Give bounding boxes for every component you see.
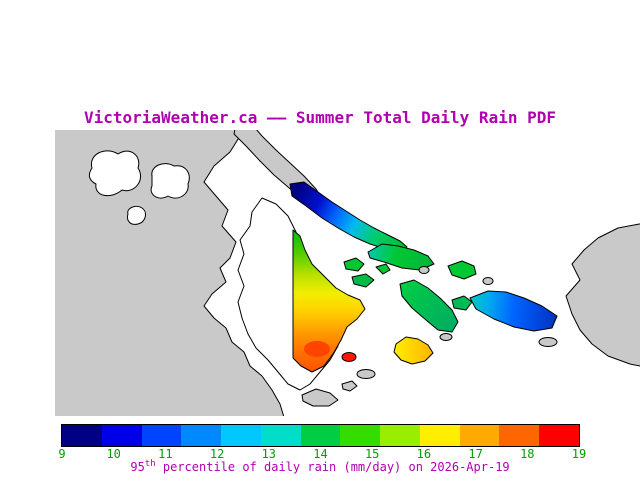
- big-island-rain-overlay: [292, 229, 366, 373]
- colorbar-tick-label: 10: [106, 447, 121, 461]
- grey-islet-7: [439, 333, 453, 341]
- data-island-1: [289, 181, 408, 253]
- colorbar-segment: [499, 425, 540, 446]
- colorbar-segment: [539, 425, 579, 446]
- grey-islet-4: [418, 266, 430, 274]
- colorbar-segment: [181, 425, 222, 446]
- colorbar-segment: [340, 425, 381, 446]
- caption-prefix: 95: [130, 460, 145, 474]
- landmass-west: [55, 130, 285, 416]
- red-islet: [341, 352, 357, 362]
- data-island-4: [469, 290, 558, 332]
- grey-islet-5: [482, 277, 494, 285]
- data-island-3: [399, 279, 459, 333]
- colorbar-segment: [459, 425, 500, 446]
- colorbar-tick-label: 13: [261, 447, 277, 461]
- colorbar-tick-label: 17: [468, 447, 483, 461]
- colorbar-tick-labels: 9 10 11 12 13 14 15 16 17 18 19: [58, 447, 586, 461]
- green-islet-4: [447, 260, 477, 280]
- colorbar-tick-label: 12: [209, 447, 225, 461]
- colorbar-tick-label: 14: [313, 447, 328, 461]
- lake-2: [150, 163, 190, 199]
- plot-title: VictoriaWeather.ca —— Summer Total Daily…: [83, 108, 556, 127]
- colorbar-tick-label: 18: [520, 447, 535, 461]
- grey-islet-6: [538, 337, 558, 347]
- colorbar-caption: 95th percentile of daily rain (mm/day) o…: [0, 459, 640, 475]
- colorbar-tick-label: 19: [571, 447, 587, 461]
- green-islet-2: [351, 273, 375, 288]
- colorbar-segment: [141, 425, 182, 446]
- colorbar-segment: [300, 425, 341, 446]
- colorbar-tick-label: 9: [58, 447, 66, 461]
- colorbar-tick-label: 15: [364, 447, 380, 461]
- grey-islet-3: [356, 369, 376, 379]
- data-island-2: [367, 243, 435, 271]
- lake-3: [127, 205, 146, 225]
- colorbar-segment: [221, 425, 261, 446]
- lake-1: [88, 150, 142, 197]
- colorbar-segment: [380, 425, 420, 446]
- colorbar-segment: [419, 425, 460, 446]
- green-islet-5: [451, 295, 473, 311]
- data-island-5: [393, 336, 434, 365]
- colorbar-tick-label: 11: [158, 447, 173, 461]
- landmass-east: [565, 223, 640, 367]
- grey-islet-1: [301, 388, 339, 407]
- colorbar-legend: [61, 424, 580, 447]
- colorbar-segment: [260, 425, 301, 446]
- green-islet-1: [343, 257, 365, 272]
- rain-hotspot-orange: [304, 341, 330, 357]
- colorbar-segment: [62, 425, 102, 446]
- colorbar-tick-label: 16: [416, 447, 432, 461]
- caption-rest: percentile of daily rain (mm/day) on 202…: [155, 460, 510, 474]
- colorbar-segment: [101, 425, 142, 446]
- caption-superscript: th: [144, 459, 156, 469]
- green-islet-3: [375, 263, 391, 275]
- grey-islet-2: [341, 380, 358, 392]
